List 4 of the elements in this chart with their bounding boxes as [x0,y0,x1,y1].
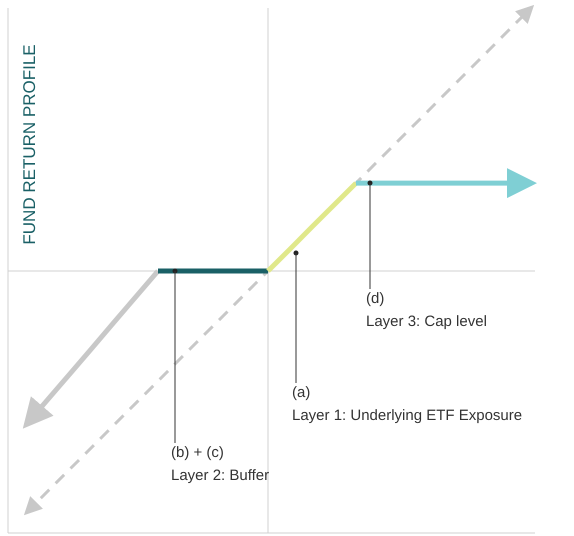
y-axis-title: FUND RETURN PROFILE [20,44,39,245]
annotation: (a) Layer 1: Underlying ETF Exposure [292,384,522,424]
annotation: (d) Layer 3: Cap level [366,290,487,330]
annotation: (b) + (c) Layer 2: Buffer [171,444,270,484]
